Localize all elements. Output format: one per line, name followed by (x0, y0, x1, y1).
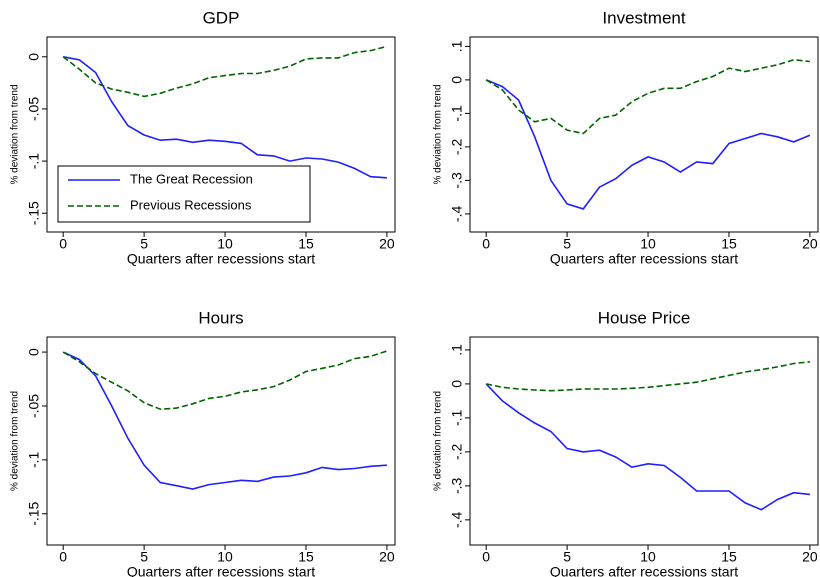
legend-box (57, 165, 311, 223)
chart-title: GDP (203, 8, 240, 27)
y-tick-label: -.1 (26, 451, 42, 468)
x-axis-label: Quarters after recessions start (550, 564, 738, 577)
y-axis-label: % deviation from trend (10, 391, 21, 491)
legend-label: The Great Recession (130, 171, 253, 186)
y-tick-label: -.4 (449, 511, 465, 528)
x-tick-label: 15 (298, 549, 314, 565)
series-line (62, 45, 388, 98)
x-tick-label: 0 (482, 236, 490, 252)
x-tick-label: 5 (140, 549, 148, 565)
x-tick-label: 0 (59, 236, 67, 252)
x-tick-label: 20 (379, 549, 395, 565)
y-tick-label: -.1 (449, 105, 465, 122)
series-line (485, 58, 810, 135)
y-tick-label: -.15 (26, 501, 42, 525)
legend-label: Previous Recessions (130, 197, 252, 212)
y-tick-label: -.05 (26, 97, 42, 121)
x-tick-label: 10 (217, 549, 233, 565)
x-tick-label: 10 (217, 236, 233, 252)
plot-box (469, 36, 819, 233)
series-line (486, 361, 810, 392)
x-tick-label: 5 (140, 236, 148, 252)
x-tick-label: 15 (298, 236, 314, 252)
plot-box (469, 336, 819, 546)
y-tick-label: -.4 (449, 206, 465, 223)
y-axis-label: % deviation from trend (433, 84, 444, 184)
y-tick-label: -.3 (449, 477, 465, 494)
y-tick-label: 0 (449, 380, 465, 388)
series-line (62, 351, 387, 490)
y-tick-label: -.05 (26, 394, 42, 418)
chart-title: House Price (598, 308, 691, 327)
chart-title: Hours (198, 308, 243, 327)
y-tick-label: -.3 (449, 172, 465, 189)
series-line (485, 79, 811, 210)
y-tick-label: -.15 (26, 201, 42, 225)
y-tick-label: 0 (449, 76, 465, 84)
y-tick-label: -.2 (449, 443, 465, 460)
y-axis-label: % deviation from trend (433, 391, 444, 491)
x-tick-label: 0 (59, 549, 67, 565)
plot-box (46, 36, 396, 233)
x-axis-label: Quarters after recessions start (127, 251, 315, 267)
plot-box (46, 336, 396, 546)
x-tick-label: 5 (563, 549, 571, 565)
x-tick-label: 0 (482, 549, 490, 565)
x-tick-label: 10 (640, 549, 656, 565)
x-tick-label: 10 (640, 236, 656, 252)
x-tick-label: 20 (802, 236, 818, 252)
x-tick-label: 20 (379, 236, 395, 252)
series-line (62, 350, 388, 411)
y-axis-label: % deviation from trend (10, 84, 21, 184)
y-tick-label: -.1 (26, 153, 42, 170)
x-tick-label: 20 (802, 549, 818, 565)
y-tick-label: -.1 (449, 410, 465, 427)
series-line (485, 383, 810, 511)
y-tick-label: 0 (26, 348, 42, 356)
y-tick-label: -.2 (449, 139, 465, 156)
chart-title: Investment (602, 8, 685, 27)
x-axis-label: Quarters after recessions start (127, 564, 315, 577)
y-tick-label: .1 (449, 344, 465, 356)
y-tick-label: 0 (26, 53, 42, 61)
x-axis-label: Quarters after recessions start (550, 251, 738, 267)
x-tick-label: 5 (563, 236, 571, 252)
y-tick-label: .1 (449, 40, 465, 52)
x-tick-label: 15 (721, 236, 737, 252)
x-tick-label: 15 (721, 549, 737, 565)
series-line (63, 56, 387, 179)
